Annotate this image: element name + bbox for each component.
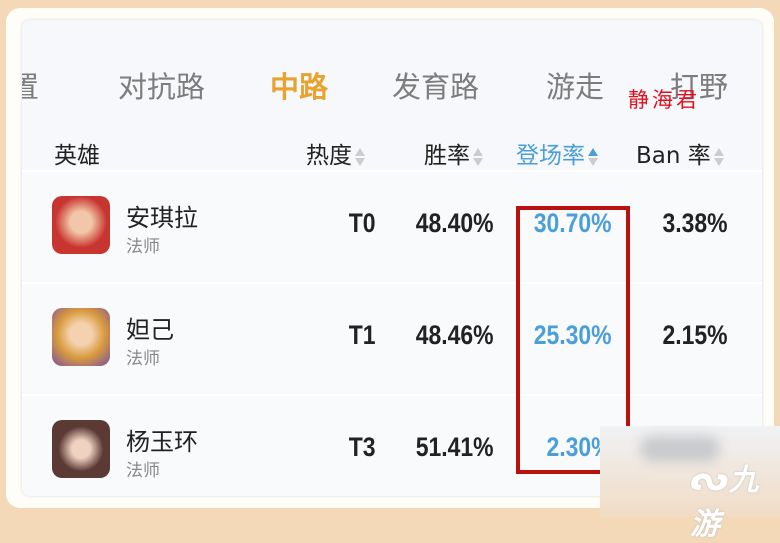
tier: T0 — [349, 208, 376, 238]
sort-icon[interactable] — [473, 146, 485, 168]
col-heat-label: 热度 — [306, 143, 352, 169]
win-rate: 48.40% — [416, 208, 494, 238]
highlight-box — [516, 206, 630, 474]
hero-avatar — [52, 420, 110, 478]
ban-rate: 2.15% — [662, 320, 728, 350]
hero-name: 妲己 — [126, 316, 174, 344]
hero-name: 杨玉环 — [126, 428, 198, 456]
pick-rate: 30.70% — [534, 208, 612, 238]
pick-rate: 25.30% — [534, 320, 612, 350]
tab-roam[interactable]: 游走 — [546, 70, 605, 104]
lane-tabs: 置 对抗路 中路 发育路 游走 打野 — [22, 64, 762, 108]
col-win[interactable]: 胜率 — [424, 136, 485, 170]
col-ban[interactable]: Ban 率 — [636, 136, 726, 170]
win-rate: 51.41% — [416, 432, 494, 462]
tab-farm-lane[interactable]: 发育路 — [392, 70, 480, 104]
tier: T3 — [349, 432, 376, 462]
sort-icon[interactable] — [713, 146, 726, 168]
hero-avatar — [52, 308, 110, 366]
tab-jungle[interactable]: 打野 — [670, 70, 729, 104]
hero-role: 法师 — [126, 461, 160, 481]
tab-partial[interactable]: 置 — [22, 70, 40, 104]
site-logo: ᔓ九游 — [690, 455, 780, 543]
tab-clash-lane[interactable]: 对抗路 — [118, 70, 206, 104]
hero-role: 法师 — [126, 349, 160, 369]
table-row[interactable]: 安琪拉 法师 T0 48.40% 30.70% 3.38% — [22, 170, 762, 280]
blurred-value — [640, 436, 720, 462]
col-heat[interactable]: 热度 — [306, 136, 367, 170]
col-hero: 英雄 — [54, 143, 100, 169]
hero-avatar — [52, 196, 110, 254]
logo-mark-icon: ᔓ — [690, 459, 729, 499]
blurred-overlay — [600, 426, 780, 517]
hero-name: 安琪拉 — [126, 204, 198, 232]
tier: T1 — [349, 320, 376, 350]
tab-mid-lane[interactable]: 中路 — [270, 70, 329, 104]
win-rate: 48.46% — [416, 320, 494, 350]
col-ban-label: Ban 率 — [636, 143, 711, 169]
table-row[interactable]: 妲己 法师 T1 48.46% 25.30% 2.15% — [22, 282, 762, 392]
col-pick[interactable]: 登场率 — [516, 136, 600, 170]
sort-asc-icon[interactable] — [588, 146, 600, 168]
hero-role: 法师 — [126, 237, 160, 257]
watermark-text: 静海君 — [628, 88, 700, 112]
col-pick-label: 登场率 — [516, 143, 585, 169]
sort-icon[interactable] — [355, 146, 367, 168]
ban-rate: 3.38% — [662, 208, 728, 238]
hero-stats-card: 置 对抗路 中路 发育路 游走 打野 静海君 英雄 热度 胜率 登场率 Ban … — [22, 20, 762, 496]
col-win-label: 胜率 — [424, 143, 470, 169]
